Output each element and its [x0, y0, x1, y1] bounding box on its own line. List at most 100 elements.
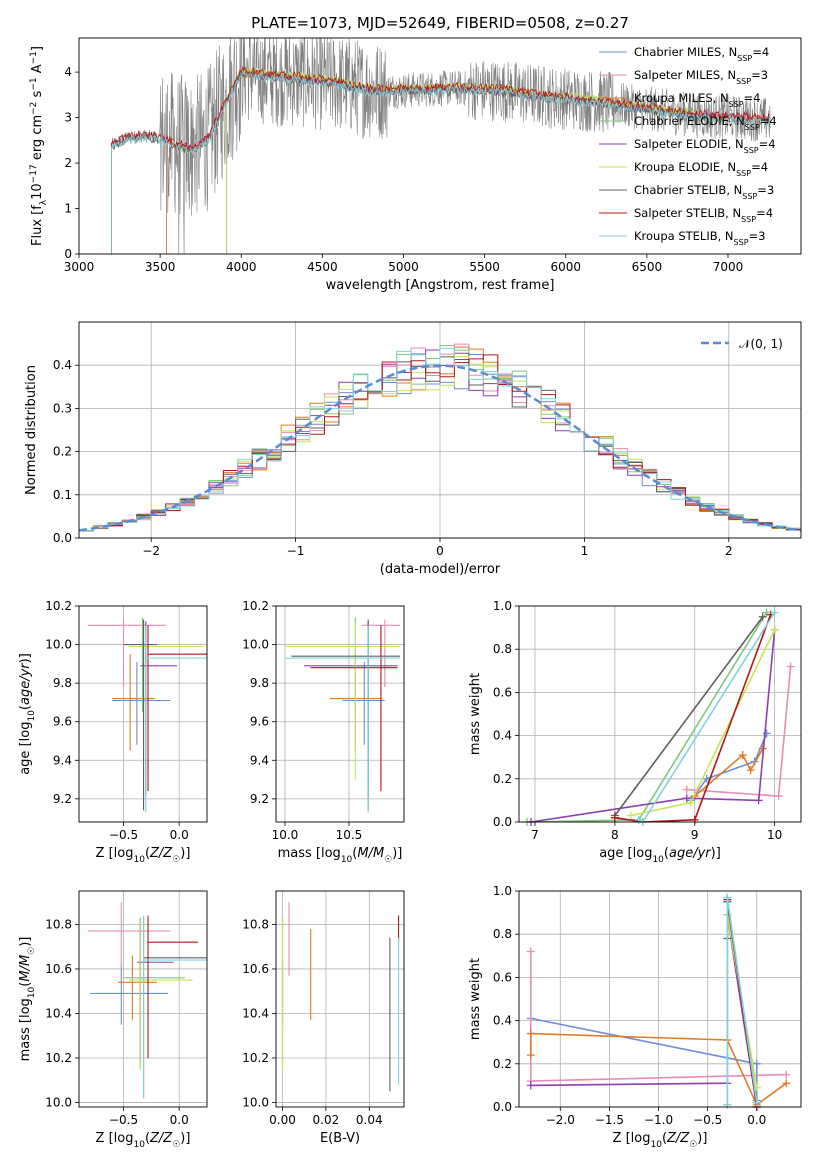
plus-marker — [682, 785, 691, 794]
plus-marker — [690, 815, 699, 824]
plus-marker — [782, 1070, 791, 1079]
y-tick-label: 10.2 — [45, 1051, 72, 1065]
x-tick-label: 0.02 — [313, 1113, 340, 1127]
plus-marker — [770, 625, 779, 634]
mass-weight-line — [630, 629, 776, 817]
errorbar-point — [143, 915, 207, 1099]
plus-marker — [762, 729, 771, 738]
plus-marker — [758, 612, 767, 621]
y-tick-label: 10.0 — [45, 638, 72, 652]
x-axis-label: Z [log10(Z/Z☉)] — [613, 1131, 708, 1150]
plus-marker — [746, 766, 755, 775]
plus-marker — [770, 608, 779, 617]
plus-marker — [738, 751, 747, 760]
x-axis-label: Z [log10(Z/Z☉)] — [96, 846, 191, 865]
y-tick-label: 10.0 — [242, 1096, 269, 1110]
mass-vs-EBV-panel: 0.00 0.02 0.04 10.0 10.2 10.4 10.6 10.8 E(B-V) — [242, 890, 405, 1146]
plus-marker — [754, 796, 763, 805]
y-tick-label: 4 — [64, 65, 72, 79]
x-tick-label: 0.0 — [170, 1113, 189, 1127]
x-tick-label: 7000 — [713, 260, 744, 274]
y-tick-label: 0.0 — [493, 1100, 512, 1114]
errorbar-point — [145, 625, 207, 813]
y-tick-label: 9.8 — [250, 676, 269, 690]
x-tick-label: 6000 — [550, 260, 581, 274]
plus-marker — [682, 794, 691, 803]
axes-frame — [275, 890, 405, 1108]
x-tick-label: 0 — [436, 544, 444, 558]
mass-weight-line — [526, 612, 768, 822]
plus-marker — [610, 813, 619, 822]
errorbar-point — [147, 625, 207, 792]
y-tick-label: 10.6 — [45, 962, 72, 976]
axes-frame — [78, 890, 208, 1108]
x-tick-label: 8 — [611, 828, 619, 842]
plus-marker — [526, 1029, 535, 1038]
x-tick-label: −0.5 — [109, 1113, 138, 1127]
y-tick-label: 0.4 — [493, 1014, 512, 1028]
x-tick-label: 7 — [531, 828, 539, 842]
grid-lines — [79, 891, 207, 1107]
legend-entry: Kroupa STELIB, NSSP=3 — [634, 229, 765, 247]
y-tick-label: 1.0 — [493, 884, 512, 898]
errorbar-point — [342, 661, 385, 745]
y-tick-label: 9.2 — [250, 792, 269, 806]
ticks: 3000 3500 4000 4500 5000 5500 6000 6500 7000 0 1 2 3… — [64, 65, 744, 274]
legend-entry: Chabrier MILES, NSSP=4 — [634, 45, 769, 63]
mass-vs-Z-panel: −0.5 0.0 10.0 10.2 10.4 10.6 10.8 Z [log10(Z/Z☉… — [18, 890, 208, 1150]
axes-frame — [275, 605, 405, 823]
y-tick-label: 9.6 — [250, 715, 269, 729]
legend-entry: Salpeter ELODIE, NSSP=4 — [634, 137, 776, 155]
mass-weight-line — [530, 629, 776, 822]
data-spectrum-line — [111, 38, 771, 254]
plus-marker — [526, 947, 535, 956]
mass-weight-line — [690, 733, 768, 801]
y-axis-label: Flux [fλ10−17 erg cm−2 s−1 A−1] — [29, 46, 49, 246]
y-tick-label: 10.0 — [45, 1096, 72, 1110]
ticks: −0.5 0.0 9.2 9.4 9.6 9.8 10.0 10.2 — [45, 599, 188, 842]
model-spectrum-line — [111, 71, 770, 156]
legend: Chabrier MILES, NSSP=4 Salpeter MILES, NS… — [599, 45, 777, 247]
y-tick-label: 10.4 — [45, 1006, 72, 1020]
plus-marker — [752, 1098, 761, 1107]
y-axis-label: mass [log10(M/M☉)] — [18, 937, 37, 1062]
y-tick-label: 1.0 — [493, 599, 512, 613]
mass-weight-line — [614, 614, 772, 822]
axes-frame — [78, 605, 208, 823]
x-tick-label: −1 — [287, 544, 305, 558]
x-tick-label: 1 — [581, 544, 589, 558]
y-axis-label: mass weight — [468, 673, 483, 755]
plus-marker — [723, 1100, 732, 1109]
x-tick-label: 10.0 — [272, 828, 299, 842]
axes-frame — [518, 605, 802, 823]
mass-weight-line — [694, 748, 764, 797]
y-tick-label: 9.4 — [53, 753, 72, 767]
y-tick-label: 10.0 — [242, 638, 269, 652]
y-tick-label: 10.6 — [242, 962, 269, 976]
errorbar-point — [143, 915, 207, 1099]
axes-frame — [518, 890, 802, 1108]
legend-entry: 𝒩(0, 1) — [739, 337, 783, 351]
mass-weight-line — [530, 1017, 758, 1101]
y-axis-label: age [log10(age/yr)] — [18, 653, 37, 775]
x-tick-label: 4500 — [307, 260, 338, 274]
residuals-panel: −2 −1 0 1 2 0.0 0.1 0.2 0.3 0.4 (data-model)/error… — [24, 321, 802, 577]
y-tick-label: 9.6 — [53, 715, 72, 729]
errorbar-point — [129, 917, 193, 1070]
legend-entry: Salpeter STELIB, NSSP=4 — [634, 206, 773, 224]
x-tick-label: 9 — [691, 828, 699, 842]
y-tick-label: 0.4 — [53, 358, 72, 372]
y-tick-label: 0.6 — [493, 685, 512, 699]
legend-entry: Salpeter MILES, NSSP=3 — [634, 68, 768, 86]
errorbar-point — [129, 617, 196, 713]
plus-marker — [526, 1051, 535, 1060]
y-tick-label: 0.8 — [493, 927, 512, 941]
x-tick-label: 0.0 — [747, 1113, 766, 1127]
age-vs-mass-panel: 10.0 10.5 9.2 9.4 9.6 9.8 10.0 10.2 mass [log10(… — [242, 599, 405, 865]
x-axis-label: E(B-V) — [320, 1131, 360, 1146]
x-tick-label: 5500 — [469, 260, 500, 274]
mass-weight-line — [638, 612, 776, 822]
y-tick-label: 0.2 — [493, 1057, 512, 1071]
errorbar-point — [117, 955, 157, 1021]
errorbar-point — [310, 625, 398, 792]
